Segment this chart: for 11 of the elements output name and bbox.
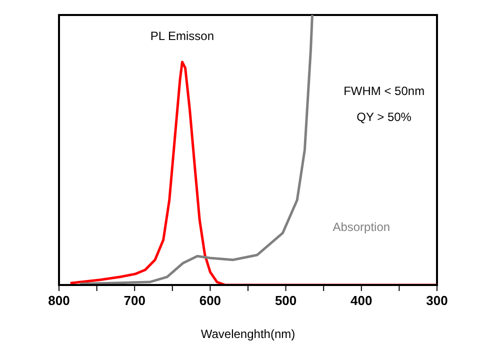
annotation: FWHM < 50nm — [344, 84, 425, 98]
text: Absorption — [332, 220, 390, 234]
x-tick-label: 400 — [350, 293, 372, 308]
x-tick-label: 800 — [48, 293, 70, 308]
x-tick-label: 300 — [426, 293, 448, 308]
text: PL Emisson — [150, 28, 214, 43]
annotation: QY > 50% — [356, 110, 412, 124]
x-tick-label: 500 — [274, 293, 297, 308]
x-tick-label: 700 — [124, 293, 146, 308]
x-tick-label: 600 — [199, 293, 222, 308]
x-axis-title: Wavelenghth(nm) — [200, 327, 296, 341]
